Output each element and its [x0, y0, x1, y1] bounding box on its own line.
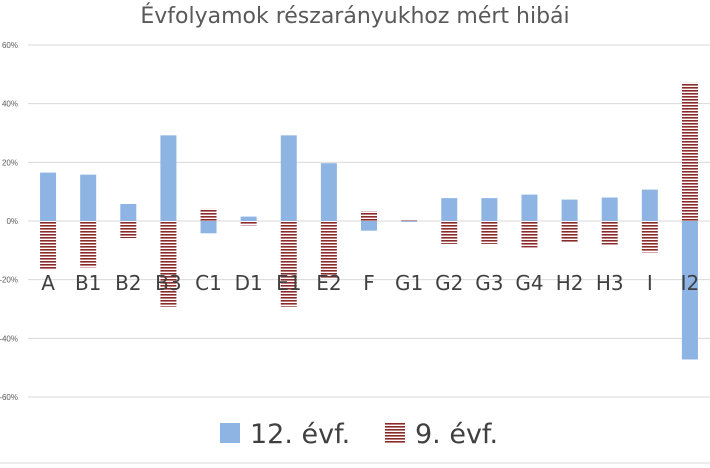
legend: 12. évf. 9. évf. [220, 419, 498, 450]
gridlines [28, 44, 710, 398]
y-tick-label: 60% [2, 41, 18, 50]
y-tick-label: -20% [0, 276, 18, 285]
legend-item-9-evf-label: 9. évf. [415, 419, 498, 450]
bar-12-evf [641, 189, 658, 221]
bar-12-evf [240, 216, 257, 221]
bar-12-evf [320, 163, 337, 221]
bar-9-evf [481, 221, 498, 244]
bar-12-evf [361, 221, 377, 231]
x-tick-label: G3 [475, 271, 503, 295]
y-tick-label: -60% [0, 393, 18, 402]
bar-9-evf [561, 221, 578, 243]
x-tick-label: H3 [596, 271, 624, 295]
bar-12-evf [160, 135, 177, 221]
legend-item-9-evf-swatch [385, 423, 405, 443]
bar-9-evf [681, 82, 698, 222]
bar-12-evf [200, 221, 217, 234]
bar-9-evf [280, 221, 297, 307]
x-tick-label: B2 [115, 271, 141, 295]
legend-item-12-evf-label: 12. évf. [250, 419, 350, 450]
bar-12-evf [280, 135, 297, 221]
x-tick-label: C1 [195, 271, 222, 295]
bar-12-evf [441, 198, 458, 221]
x-tick-label: G4 [515, 271, 543, 295]
bar-9-evf [200, 208, 217, 221]
bars [40, 82, 698, 360]
bar-12-evf [80, 174, 97, 221]
legend-item-12-evf-swatch [220, 423, 240, 443]
y-tick-label: 20% [2, 158, 18, 167]
y-tick-label: -40% [0, 334, 18, 343]
bar-9-evf [401, 220, 418, 221]
bar-9-evf [120, 221, 137, 239]
bar-9-evf [601, 221, 618, 245]
x-tick-label: I [647, 271, 653, 295]
x-tick-label: H2 [556, 271, 584, 295]
y-axis-ticks: 60% 40% 20% 0% -20% -40% -60% [0, 41, 18, 402]
bar-9-evf [441, 221, 458, 244]
bar-9-evf [361, 211, 377, 221]
bar-9-evf [240, 221, 257, 226]
bar-12-evf [601, 197, 618, 221]
chart-title: Évfolyamok részarányukhoz mért hibái [140, 3, 569, 29]
x-axis-ticks: A B1 B2 B3 C1 D1 E1 E2 F G1 G2 G3 G4 H2 H3 I I2 [41, 271, 699, 295]
x-tick-label: B3 [155, 271, 181, 295]
bar-12-evf [481, 198, 498, 221]
bar-9-evf [80, 221, 97, 268]
x-tick-label: E1 [276, 271, 301, 295]
x-tick-label: G1 [395, 271, 423, 295]
x-tick-label: A [41, 271, 55, 295]
y-tick-label: 40% [2, 100, 18, 109]
x-tick-label: I2 [681, 271, 700, 295]
bar-9-evf [40, 221, 57, 270]
bar-9-evf [320, 221, 337, 279]
bar-12-evf [681, 221, 698, 360]
x-tick-label: F [363, 271, 375, 295]
x-tick-label: B1 [75, 271, 101, 295]
x-tick-label: D1 [235, 271, 263, 295]
x-tick-label: G2 [435, 271, 463, 295]
bar-12-evf [561, 199, 578, 221]
bar-12-evf [401, 221, 418, 222]
x-tick-label: E2 [316, 271, 341, 295]
bar-12-evf [120, 203, 137, 221]
bar-9-evf [521, 221, 538, 248]
y-tick-label: 0% [6, 217, 18, 226]
bar-9-evf [641, 221, 658, 253]
bar-12-evf [40, 172, 57, 221]
bar-12-evf [521, 194, 538, 221]
bar-9-evf [160, 221, 177, 307]
